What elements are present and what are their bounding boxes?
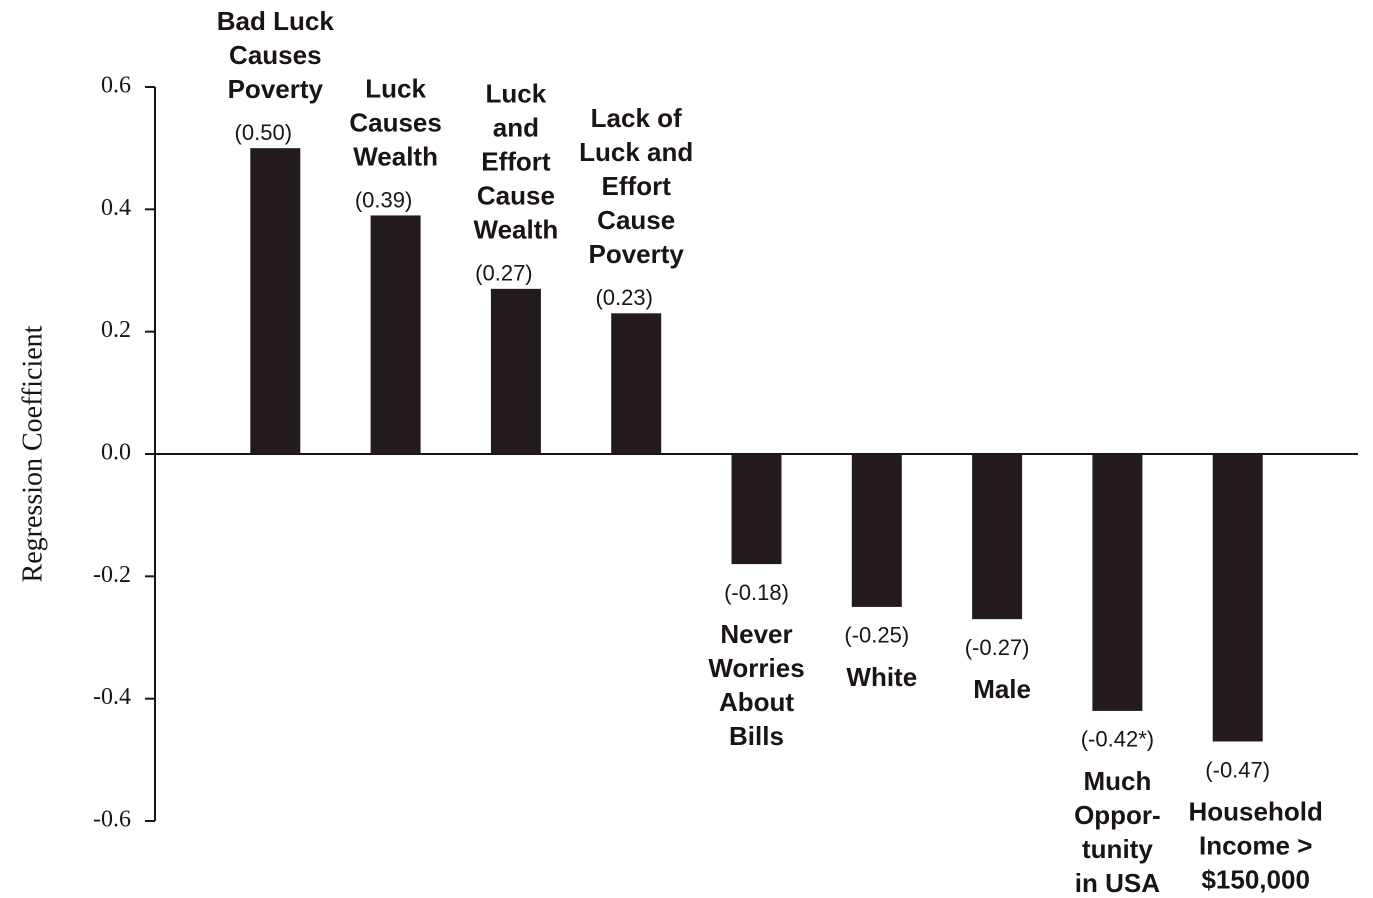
y-tick-label: 0.2: [101, 317, 131, 343]
category-label: Effort: [481, 147, 551, 177]
bar: [851, 454, 902, 607]
category-label: Causes: [229, 40, 322, 70]
bar: [370, 215, 421, 454]
value-label: (0.27): [475, 261, 532, 286]
y-tick-label: -0.6: [93, 807, 131, 833]
y-tick-label: -0.4: [93, 684, 131, 710]
category-label: Luck and: [579, 137, 693, 167]
category-label: Income >: [1199, 830, 1312, 860]
category-label: in USA: [1075, 868, 1160, 898]
category-label: Male: [973, 674, 1031, 704]
category-label: Luck: [365, 73, 426, 103]
category-label: Poverty: [228, 74, 324, 104]
category-label: About: [719, 687, 794, 717]
bar: [1212, 454, 1263, 742]
bar: [731, 454, 782, 565]
y-tick-label: 0.0: [101, 440, 131, 466]
value-label: (-0.27): [965, 635, 1030, 660]
bar: [490, 288, 541, 454]
category-label: Luck: [486, 79, 547, 109]
category-label: Cause: [597, 205, 675, 235]
category-label: Never: [720, 619, 792, 649]
category-label: Poverty: [589, 239, 685, 269]
value-label: (-0.42*): [1081, 727, 1154, 752]
y-tick-label: 0.4: [101, 195, 131, 221]
category-label: tunity: [1082, 834, 1153, 864]
category-label: Much: [1083, 766, 1151, 796]
y-tick-label: -0.2: [93, 562, 131, 588]
value-label: (0.50): [235, 120, 292, 145]
category-label: Bills: [729, 721, 784, 751]
category-label: Cause: [477, 181, 555, 211]
category-label: Household: [1189, 796, 1323, 826]
value-label: (-0.18): [724, 580, 789, 605]
value-label: (0.23): [595, 285, 652, 310]
category-label: $150,000: [1201, 864, 1309, 894]
value-label: (0.39): [355, 187, 412, 212]
category-label: Causes: [349, 107, 442, 137]
category-label: and: [493, 113, 539, 143]
category-label: Worries: [708, 653, 804, 683]
category-label: White: [846, 662, 917, 692]
bar: [1092, 454, 1143, 711]
category-label: Bad Luck: [217, 6, 335, 36]
category-label: Wealth: [474, 215, 559, 245]
category-label: Wealth: [353, 141, 438, 171]
category-label: Lack of: [591, 103, 682, 133]
y-tick-label: 0.6: [101, 73, 131, 99]
bar: [250, 148, 301, 454]
bar: [611, 313, 662, 454]
category-label: Oppor-: [1074, 800, 1161, 830]
category-label: Effort: [602, 171, 672, 201]
value-label: (-0.25): [844, 623, 909, 648]
bar: [972, 454, 1023, 620]
value-label: (-0.47): [1205, 757, 1270, 782]
y-axis-label: Regression Coefficient: [17, 325, 48, 582]
